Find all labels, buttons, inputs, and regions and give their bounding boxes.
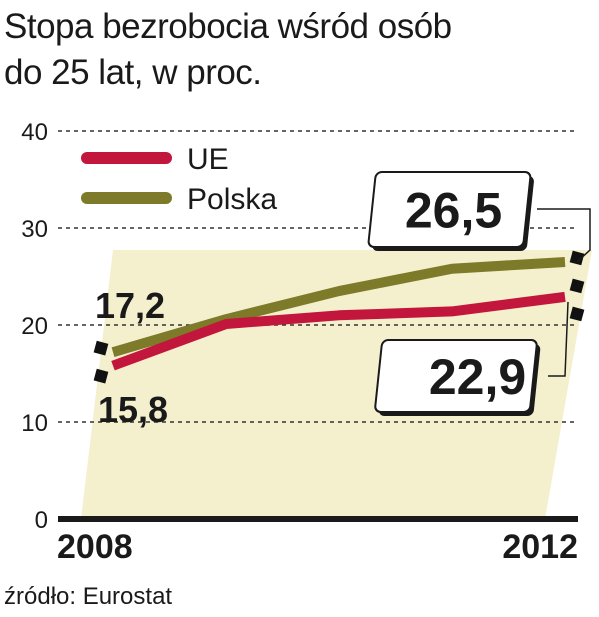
y-tick-label: 10 [21, 410, 48, 437]
y-tick-label: 20 [21, 313, 48, 340]
series-line-polska [111, 256, 566, 357]
chart-title: Stopa bezrobocia wśród osób do 25 lat, w… [4, 4, 594, 96]
title-line-1: Stopa bezrobocia wśród osób [4, 7, 452, 46]
title-line-2: do 25 lat, w proc. [4, 53, 262, 92]
callout-ue-box [374, 339, 538, 413]
endpoint-marker [569, 250, 585, 266]
y-tick-label: 30 [21, 216, 48, 243]
callout-polska-value: 26,5 [405, 183, 502, 239]
y-tick-label: 0 [35, 507, 48, 534]
legend-label: Polska [187, 183, 277, 216]
y-axis-ticks: 0 10 20 30 40 [21, 119, 48, 534]
x-tick-label: 2008 [57, 528, 133, 566]
callout-polska-leader [537, 208, 591, 263]
callout-ue-leader [548, 301, 569, 377]
endpoint-markers [93, 250, 585, 384]
endpoint-marker [569, 278, 585, 294]
callout-polska-box [367, 171, 532, 248]
callout-ue-value: 22,9 [429, 349, 526, 405]
chart-background-band [81, 250, 592, 519]
data-label-start-polska: 17,2 [95, 285, 165, 326]
legend: UE Polska [81, 143, 277, 216]
series-lines [111, 256, 566, 371]
series-line-ue [111, 291, 566, 371]
data-label-start-ue: 15,8 [98, 389, 168, 430]
source-note: źródło: Eurostat [4, 583, 173, 610]
legend-label: UE [187, 143, 229, 176]
data-labels: 17,2 15,8 26,5 22,9 [95, 171, 591, 430]
x-axis: 2008 2012 [57, 516, 578, 566]
endpoint-marker [569, 306, 585, 322]
endpoint-marker [93, 368, 109, 384]
endpoint-marker [93, 340, 109, 356]
y-tick-label: 40 [21, 119, 48, 146]
x-tick-label: 2012 [502, 528, 578, 566]
